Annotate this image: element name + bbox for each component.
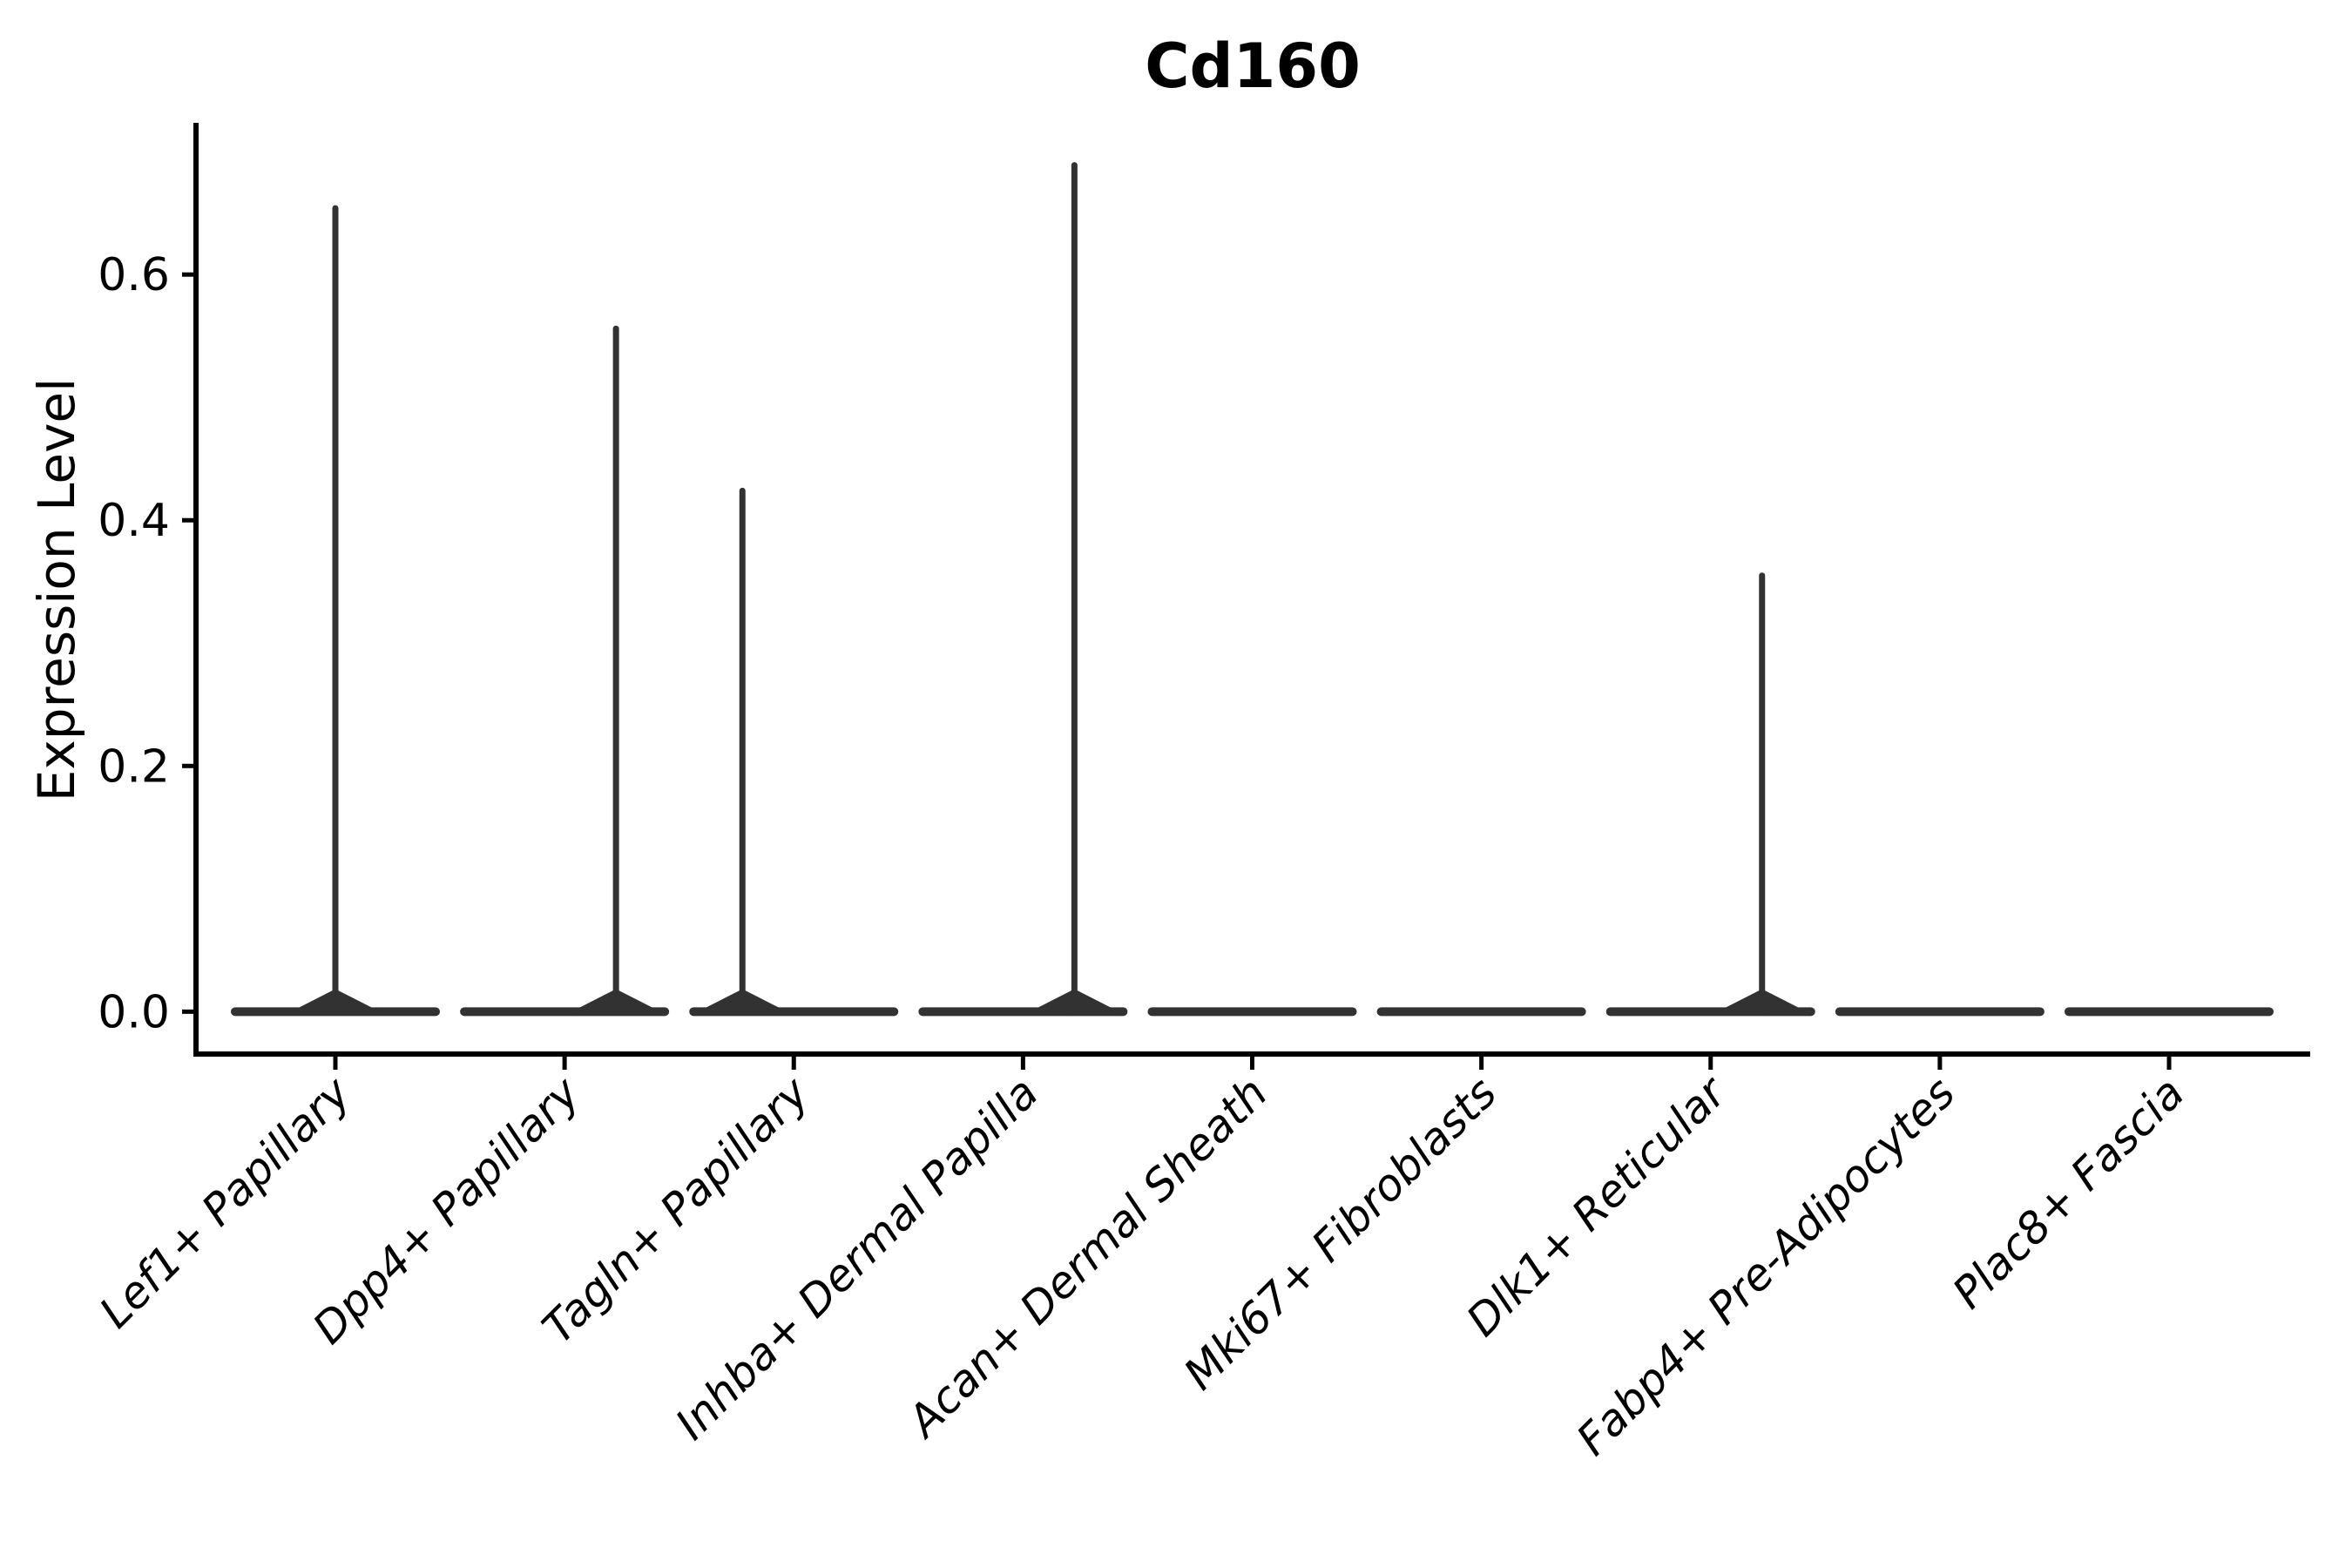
x-tick-label: Acan+ Dermal Sheath (896, 1067, 1277, 1448)
y-tick-label: 0.4 (98, 495, 170, 547)
x-tick-label: Lef1+ Papillary (90, 1066, 361, 1337)
x-tick-label: Inhba+ Dermal Papilla (666, 1067, 1047, 1449)
y-tick-label: 0.6 (98, 249, 170, 301)
y-tick-labels-layer: 0.0 0.2 0.4 0.6 (98, 249, 170, 1038)
y-tick-label: 0.2 (98, 740, 170, 793)
axes-layer (182, 123, 2310, 1070)
y-tick-label: 0.0 (98, 986, 170, 1038)
y-axis-label: Expression Level (27, 378, 86, 801)
violins-layer (231, 162, 2274, 1017)
x-tick-label: Plac8+ Fascia (1943, 1067, 2194, 1318)
chart-title: Cd160 (1145, 30, 1361, 102)
x-tick-label: Fabp4+ Pre-Adipocytes (1567, 1067, 1965, 1465)
